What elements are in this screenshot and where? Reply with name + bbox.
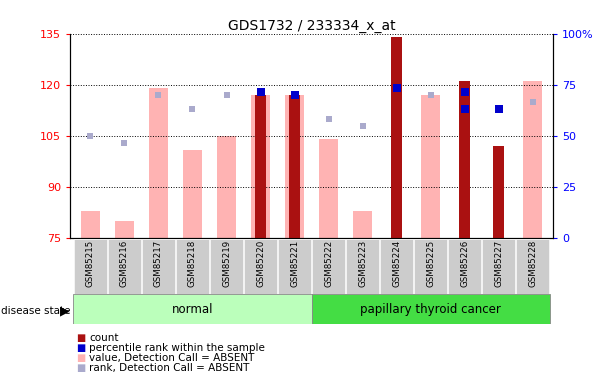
Text: ■: ■: [76, 353, 85, 363]
FancyBboxPatch shape: [244, 239, 277, 294]
FancyBboxPatch shape: [414, 239, 447, 294]
FancyBboxPatch shape: [278, 239, 311, 294]
Bar: [319, 140, 338, 238]
Text: GSM85225: GSM85225: [426, 240, 435, 287]
Text: GSM85219: GSM85219: [222, 240, 231, 287]
Bar: [255, 95, 266, 238]
Text: GSM85222: GSM85222: [324, 240, 333, 287]
Bar: [289, 95, 300, 238]
Bar: [251, 95, 270, 238]
Bar: [421, 95, 440, 238]
Text: GSM85216: GSM85216: [120, 240, 129, 287]
Text: count: count: [89, 333, 119, 343]
Title: GDS1732 / 233334_x_at: GDS1732 / 233334_x_at: [228, 19, 395, 33]
Text: GSM85224: GSM85224: [392, 240, 401, 287]
Text: ▶: ▶: [60, 304, 69, 317]
Text: GSM85228: GSM85228: [528, 240, 537, 287]
FancyBboxPatch shape: [311, 294, 550, 324]
Text: ■: ■: [76, 333, 85, 343]
Bar: [115, 221, 134, 238]
Bar: [459, 81, 470, 238]
Text: GSM85221: GSM85221: [290, 240, 299, 287]
Text: ■: ■: [76, 363, 85, 372]
Bar: [183, 150, 202, 238]
FancyBboxPatch shape: [448, 239, 481, 294]
FancyBboxPatch shape: [142, 239, 174, 294]
Text: GSM85217: GSM85217: [154, 240, 163, 287]
Text: value, Detection Call = ABSENT: value, Detection Call = ABSENT: [89, 353, 255, 363]
Bar: [149, 88, 168, 238]
Text: papillary thyroid cancer: papillary thyroid cancer: [361, 303, 501, 316]
Text: percentile rank within the sample: percentile rank within the sample: [89, 343, 265, 353]
Text: disease state: disease state: [1, 306, 71, 315]
Text: ■: ■: [76, 343, 85, 353]
FancyBboxPatch shape: [346, 239, 379, 294]
Bar: [353, 211, 372, 238]
FancyBboxPatch shape: [108, 239, 140, 294]
FancyBboxPatch shape: [176, 239, 209, 294]
Text: GSM85226: GSM85226: [460, 240, 469, 287]
Bar: [523, 81, 542, 238]
Bar: [493, 146, 504, 238]
FancyBboxPatch shape: [482, 239, 515, 294]
FancyBboxPatch shape: [74, 239, 106, 294]
Bar: [217, 136, 236, 238]
FancyBboxPatch shape: [312, 239, 345, 294]
Text: GSM85223: GSM85223: [358, 240, 367, 287]
Text: normal: normal: [171, 303, 213, 316]
FancyBboxPatch shape: [210, 239, 243, 294]
Bar: [392, 37, 402, 238]
Text: rank, Detection Call = ABSENT: rank, Detection Call = ABSENT: [89, 363, 250, 372]
Bar: [285, 95, 304, 238]
Bar: [81, 211, 100, 238]
FancyBboxPatch shape: [516, 239, 549, 294]
Text: GSM85220: GSM85220: [256, 240, 265, 287]
Text: GSM85215: GSM85215: [86, 240, 95, 287]
Text: GSM85218: GSM85218: [188, 240, 197, 287]
FancyBboxPatch shape: [380, 239, 413, 294]
Text: GSM85227: GSM85227: [494, 240, 503, 287]
FancyBboxPatch shape: [74, 294, 311, 324]
